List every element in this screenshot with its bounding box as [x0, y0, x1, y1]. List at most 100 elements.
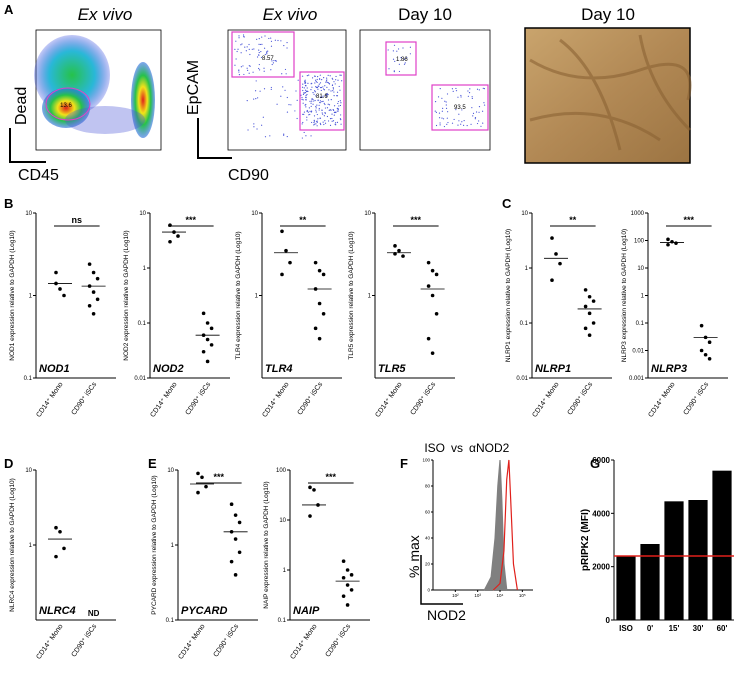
- data-point: [430, 293, 435, 298]
- x-tick-label: 0': [647, 624, 653, 633]
- flow-event: [302, 93, 305, 96]
- flow-event: [312, 103, 314, 105]
- flow-event: [315, 95, 317, 97]
- flow-event: [452, 90, 454, 92]
- flow-event: [340, 123, 342, 125]
- flow-event: [316, 78, 318, 81]
- flow-event: [313, 115, 316, 117]
- axis-arrow: [197, 118, 232, 159]
- flow-event: [305, 96, 307, 98]
- flow-event: [283, 134, 285, 136]
- flow-event: [445, 107, 448, 109]
- flow-event: [311, 82, 313, 84]
- flow-event: [326, 107, 329, 109]
- flow-event: [337, 102, 339, 105]
- x-tick-label: CD90⁺ iSCs: [410, 381, 438, 417]
- flow-event: [333, 95, 335, 97]
- bar: [688, 500, 708, 620]
- flow-event: [305, 135, 307, 137]
- y-tick-label: 0.1: [24, 376, 33, 382]
- axis-arrow: [420, 555, 463, 605]
- data-point: [341, 575, 346, 580]
- significance-label: ***: [326, 472, 337, 482]
- flow-event: [313, 120, 316, 122]
- flow-event: [302, 89, 304, 92]
- flow-event: [258, 67, 260, 70]
- x-tick-label: CD14⁺ Mono: [177, 623, 206, 661]
- flow-event: [334, 83, 336, 85]
- data-point: [583, 326, 588, 331]
- flow-event: [322, 113, 324, 115]
- flow-event: [441, 97, 443, 99]
- flow-event: [286, 96, 288, 99]
- histogram-curve: [483, 459, 508, 591]
- data-point: [87, 262, 92, 266]
- data-point: [200, 475, 204, 480]
- gate-label: 81.6: [316, 94, 328, 100]
- data-point: [196, 490, 200, 495]
- data-point: [591, 321, 596, 325]
- flow-event: [245, 50, 247, 52]
- flow-event: [319, 82, 322, 84]
- plot-title: Day 10: [581, 5, 635, 24]
- flow-event: [483, 88, 485, 90]
- x-tick-label: 10²: [452, 593, 459, 598]
- x-tick-label: CD90⁺ iSCs: [185, 381, 213, 417]
- flow-event: [271, 63, 273, 66]
- flow-event: [235, 58, 237, 60]
- flow-event: [311, 100, 313, 102]
- flow-event: [284, 68, 287, 71]
- flow-event: [263, 47, 266, 49]
- gate-label: 8.57: [262, 56, 274, 62]
- y-tick-label: 10: [167, 468, 174, 474]
- flow-event: [326, 81, 328, 83]
- data-point: [434, 272, 439, 277]
- data-point: [707, 340, 712, 345]
- flow-event: [328, 104, 331, 106]
- flow-event: [471, 97, 473, 100]
- data-point: [699, 323, 704, 328]
- flow-event: [451, 122, 454, 124]
- flow-event: [301, 96, 303, 99]
- data-point: [87, 304, 92, 308]
- flow-event: [296, 117, 298, 120]
- data-point: [91, 312, 96, 316]
- y-tick-label: 0.1: [636, 321, 645, 327]
- flow-event: [301, 137, 303, 139]
- data-point: [587, 294, 592, 299]
- flow-event: [327, 74, 329, 76]
- data-point: [699, 348, 704, 353]
- flow-event: [482, 122, 484, 124]
- flow-event: [304, 82, 306, 84]
- flow-event: [340, 74, 342, 76]
- data-point: [54, 270, 58, 275]
- significance-label: ***: [684, 215, 695, 225]
- flow-event: [303, 91, 305, 94]
- flow-event: [309, 100, 311, 102]
- gene-label: PYCARD: [181, 605, 228, 617]
- flow-density: [65, 106, 145, 134]
- flow-event: [339, 89, 341, 91]
- flow-event: [303, 111, 306, 113]
- flow-event: [476, 122, 479, 125]
- data-point: [288, 260, 292, 265]
- flow-event: [251, 48, 253, 50]
- y-tick-label: 0.001: [629, 376, 645, 382]
- flow-event: [316, 120, 318, 123]
- flow-event: [258, 63, 260, 66]
- histogram-curve: [492, 459, 518, 591]
- flow-event: [241, 43, 243, 45]
- flow-event: [332, 90, 334, 92]
- gene-label: NOD2: [153, 363, 184, 375]
- flow-event: [316, 125, 318, 127]
- flow-event: [482, 87, 484, 89]
- flow-event: [264, 35, 266, 37]
- flow-event: [460, 123, 462, 125]
- flow-event: [243, 35, 245, 38]
- data-point: [62, 546, 66, 551]
- data-point: [666, 237, 670, 242]
- flow-event: [255, 98, 257, 100]
- plot-title: Ex vivo: [263, 5, 318, 24]
- flow-event: [461, 109, 463, 111]
- flow-event: [318, 109, 320, 111]
